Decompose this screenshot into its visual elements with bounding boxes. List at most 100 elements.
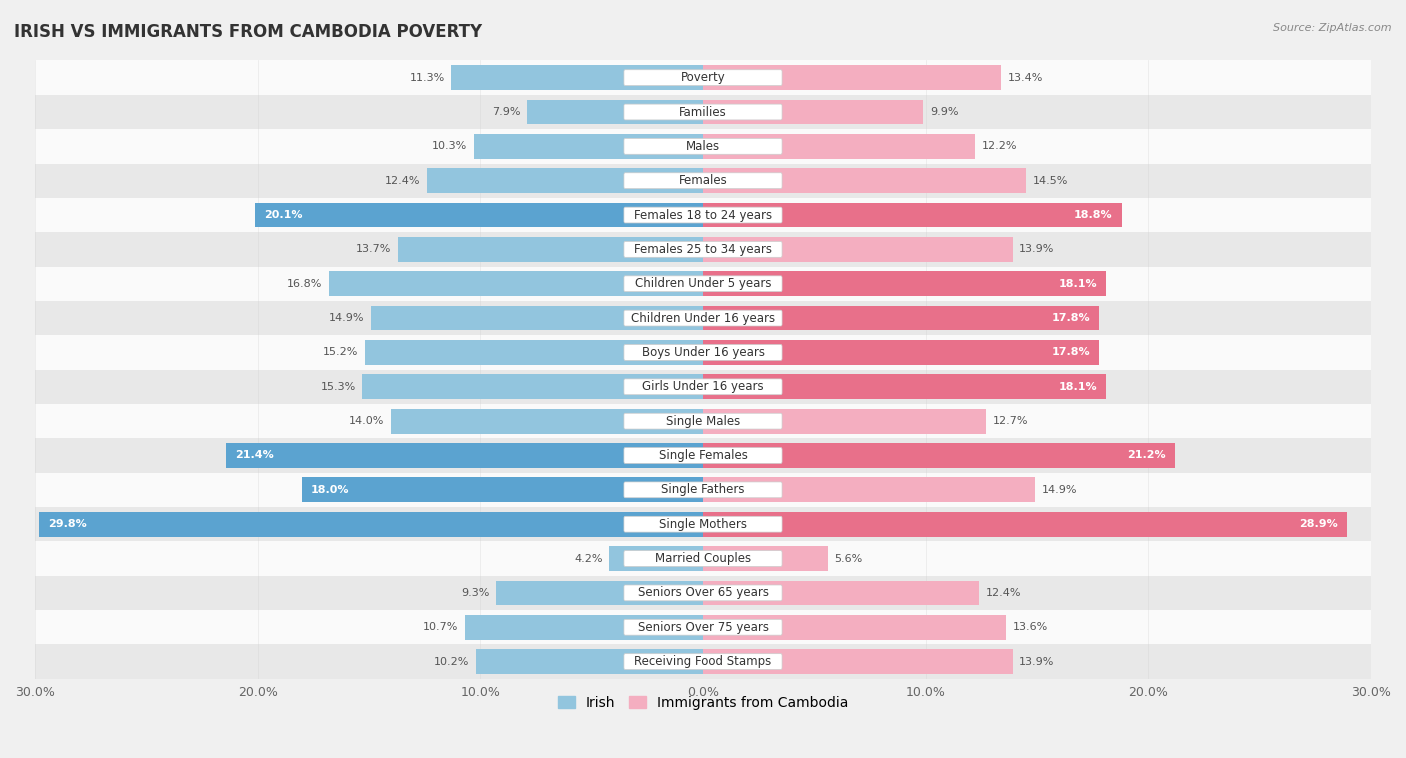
Bar: [451, 65, 703, 90]
FancyBboxPatch shape: [624, 482, 782, 498]
Text: Females 25 to 34 years: Females 25 to 34 years: [634, 243, 772, 256]
Text: 13.9%: 13.9%: [1019, 244, 1054, 255]
FancyBboxPatch shape: [624, 550, 782, 566]
Text: Seniors Over 65 years: Seniors Over 65 years: [637, 587, 769, 600]
Text: 14.9%: 14.9%: [1042, 485, 1077, 495]
Bar: [703, 237, 1012, 262]
Bar: [24, 438, 1382, 473]
Bar: [329, 271, 703, 296]
Bar: [496, 581, 703, 605]
Bar: [24, 507, 1382, 541]
Text: IRISH VS IMMIGRANTS FROM CAMBODIA POVERTY: IRISH VS IMMIGRANTS FROM CAMBODIA POVERT…: [14, 23, 482, 41]
Bar: [527, 99, 703, 124]
Bar: [24, 473, 1382, 507]
Text: 18.1%: 18.1%: [1059, 382, 1097, 392]
Text: 21.4%: 21.4%: [235, 450, 274, 461]
Bar: [24, 335, 1382, 370]
Bar: [371, 305, 703, 330]
Text: 20.1%: 20.1%: [264, 210, 302, 220]
Bar: [398, 237, 703, 262]
FancyBboxPatch shape: [624, 516, 782, 532]
Text: Males: Males: [686, 140, 720, 153]
Text: 29.8%: 29.8%: [48, 519, 87, 529]
Text: 12.2%: 12.2%: [981, 141, 1017, 152]
Bar: [24, 610, 1382, 644]
Text: 12.4%: 12.4%: [385, 176, 420, 186]
FancyBboxPatch shape: [624, 379, 782, 395]
Bar: [474, 134, 703, 158]
FancyBboxPatch shape: [624, 173, 782, 189]
Text: Children Under 5 years: Children Under 5 years: [634, 277, 772, 290]
Text: Single Females: Single Females: [658, 449, 748, 462]
Bar: [363, 374, 703, 399]
Text: 16.8%: 16.8%: [287, 279, 322, 289]
Text: 21.2%: 21.2%: [1128, 450, 1166, 461]
Text: 13.9%: 13.9%: [1019, 656, 1054, 666]
Text: 7.9%: 7.9%: [492, 107, 520, 117]
FancyBboxPatch shape: [624, 310, 782, 326]
Bar: [703, 512, 1347, 537]
Text: Receiving Food Stamps: Receiving Food Stamps: [634, 655, 772, 668]
FancyBboxPatch shape: [624, 139, 782, 155]
FancyBboxPatch shape: [624, 585, 782, 601]
Text: Females 18 to 24 years: Females 18 to 24 years: [634, 208, 772, 221]
Bar: [703, 271, 1107, 296]
Bar: [24, 129, 1382, 164]
Text: 28.9%: 28.9%: [1299, 519, 1337, 529]
Bar: [24, 267, 1382, 301]
Bar: [24, 95, 1382, 129]
Legend: Irish, Immigrants from Cambodia: Irish, Immigrants from Cambodia: [553, 690, 853, 715]
Text: 15.3%: 15.3%: [321, 382, 356, 392]
Bar: [24, 61, 1382, 95]
Bar: [475, 650, 703, 674]
Text: 10.3%: 10.3%: [432, 141, 467, 152]
Bar: [703, 202, 1122, 227]
FancyBboxPatch shape: [624, 447, 782, 463]
FancyBboxPatch shape: [624, 276, 782, 292]
Text: 9.3%: 9.3%: [461, 588, 489, 598]
FancyBboxPatch shape: [624, 619, 782, 635]
Bar: [703, 168, 1026, 193]
Bar: [39, 512, 703, 537]
Bar: [703, 134, 974, 158]
Text: 13.6%: 13.6%: [1012, 622, 1047, 632]
Bar: [24, 232, 1382, 267]
Text: Seniors Over 75 years: Seniors Over 75 years: [637, 621, 769, 634]
FancyBboxPatch shape: [624, 70, 782, 86]
Bar: [465, 615, 703, 640]
Text: 13.7%: 13.7%: [356, 244, 391, 255]
FancyBboxPatch shape: [624, 413, 782, 429]
Text: Boys Under 16 years: Boys Under 16 years: [641, 346, 765, 359]
Text: Children Under 16 years: Children Under 16 years: [631, 312, 775, 324]
Text: 10.7%: 10.7%: [423, 622, 458, 632]
Text: Single Males: Single Males: [666, 415, 740, 428]
Bar: [24, 576, 1382, 610]
Bar: [703, 99, 924, 124]
Text: Poverty: Poverty: [681, 71, 725, 84]
FancyBboxPatch shape: [624, 653, 782, 669]
Text: 14.0%: 14.0%: [349, 416, 385, 426]
Bar: [703, 650, 1012, 674]
Text: 14.9%: 14.9%: [329, 313, 364, 323]
Bar: [24, 164, 1382, 198]
Text: 14.5%: 14.5%: [1032, 176, 1069, 186]
Text: 12.7%: 12.7%: [993, 416, 1028, 426]
Bar: [703, 409, 986, 434]
Bar: [427, 168, 703, 193]
Text: 18.8%: 18.8%: [1074, 210, 1112, 220]
Text: 11.3%: 11.3%: [409, 73, 444, 83]
Bar: [24, 301, 1382, 335]
Text: 13.4%: 13.4%: [1008, 73, 1043, 83]
Bar: [24, 541, 1382, 576]
Bar: [703, 615, 1005, 640]
Text: 17.8%: 17.8%: [1052, 313, 1091, 323]
Bar: [302, 478, 703, 503]
Bar: [226, 443, 703, 468]
FancyBboxPatch shape: [624, 345, 782, 360]
Bar: [609, 547, 703, 571]
Text: 17.8%: 17.8%: [1052, 347, 1091, 358]
Text: 9.9%: 9.9%: [931, 107, 959, 117]
Text: 18.0%: 18.0%: [311, 485, 350, 495]
Text: Single Mothers: Single Mothers: [659, 518, 747, 531]
Text: 4.2%: 4.2%: [574, 553, 603, 563]
